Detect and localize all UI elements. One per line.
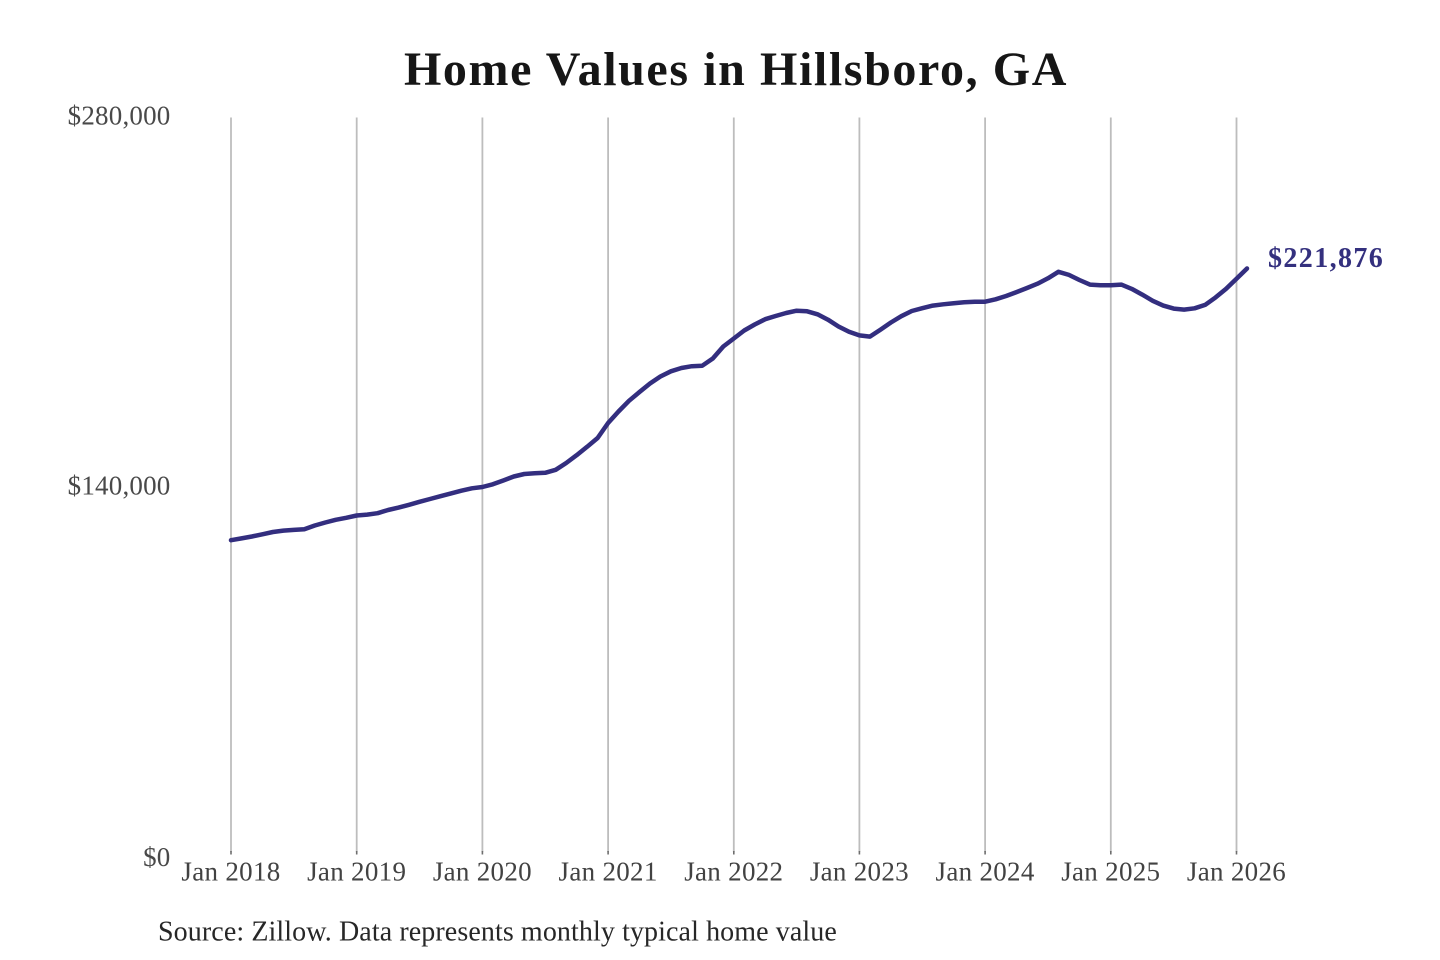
svg-text:Home Values in Hillsboro, GA: Home Values in Hillsboro, GA (404, 43, 1068, 96)
svg-text:$140,000: $140,000 (68, 471, 171, 501)
svg-text:Jan 2022: Jan 2022 (684, 857, 783, 887)
svg-text:Jan 2020: Jan 2020 (433, 857, 532, 887)
svg-text:Jan 2024: Jan 2024 (936, 857, 1035, 887)
svg-text:Jan 2018: Jan 2018 (181, 857, 280, 887)
svg-text:Jan 2026: Jan 2026 (1187, 857, 1286, 887)
svg-text:$0: $0 (143, 842, 170, 872)
svg-text:Source: Zillow. Data represent: Source: Zillow. Data represents monthly … (158, 917, 837, 948)
svg-text:Jan 2019: Jan 2019 (307, 857, 406, 887)
svg-text:Jan 2021: Jan 2021 (559, 857, 658, 887)
svg-text:Jan 2023: Jan 2023 (810, 857, 909, 887)
svg-text:$280,000: $280,000 (68, 101, 171, 131)
svg-text:$221,876: $221,876 (1268, 243, 1384, 274)
svg-text:Jan 2025: Jan 2025 (1061, 857, 1160, 887)
